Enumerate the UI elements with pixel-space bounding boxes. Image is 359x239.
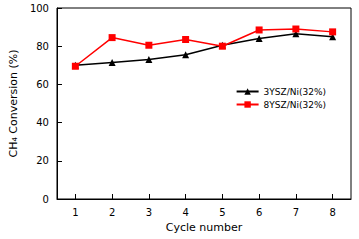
svg-text:Cycle number: Cycle number: [166, 221, 243, 234]
svg-text:8YSZ/Ni(32%): 8YSZ/Ni(32%): [264, 100, 326, 110]
svg-text:0: 0: [43, 194, 49, 205]
svg-text:80: 80: [36, 41, 49, 52]
svg-text:1: 1: [72, 207, 78, 218]
svg-text:6: 6: [256, 207, 262, 218]
svg-text:8: 8: [329, 207, 335, 218]
svg-text:CH₄ Conversion (%): CH₄ Conversion (%): [7, 49, 20, 157]
svg-text:4: 4: [182, 207, 188, 218]
svg-text:60: 60: [36, 79, 49, 90]
svg-text:100: 100: [30, 3, 49, 14]
svg-text:20: 20: [36, 155, 49, 166]
svg-text:3YSZ/Ni(32%): 3YSZ/Ni(32%): [264, 87, 326, 97]
svg-text:2: 2: [109, 207, 115, 218]
svg-text:7: 7: [293, 207, 299, 218]
svg-text:3: 3: [146, 207, 152, 218]
svg-text:40: 40: [36, 117, 49, 128]
svg-text:5: 5: [219, 207, 225, 218]
